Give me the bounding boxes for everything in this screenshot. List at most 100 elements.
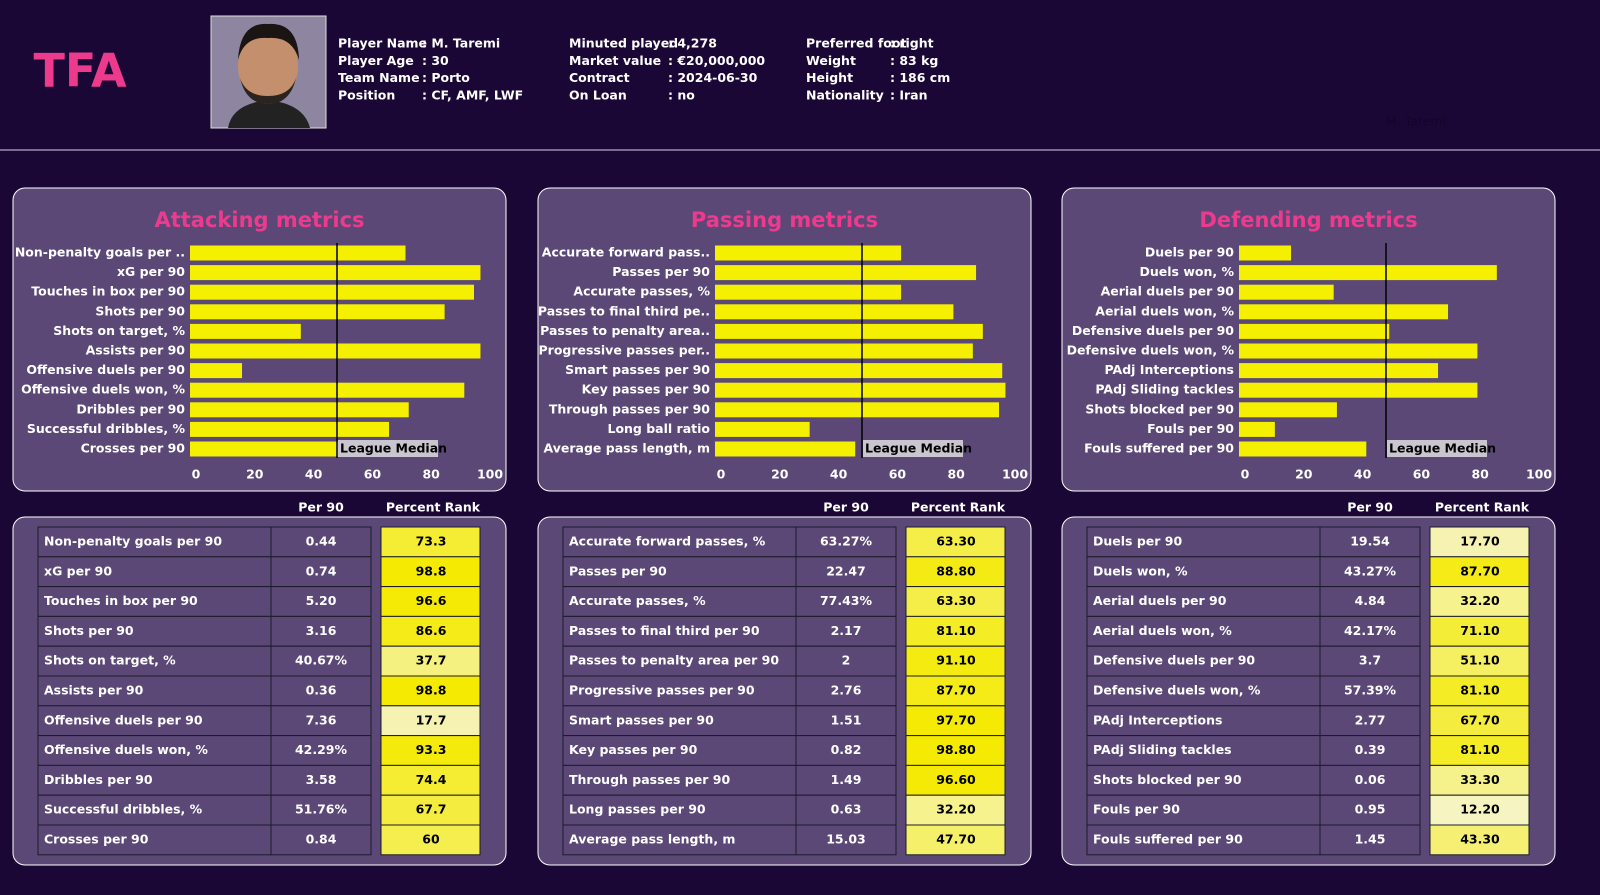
info-value: : 83 kg xyxy=(890,53,938,68)
median-label-box xyxy=(1387,440,1487,457)
info-label: Minuted played xyxy=(569,36,678,51)
value-cell xyxy=(795,675,897,707)
percent-rank: 98.8 xyxy=(416,683,447,698)
value-cell xyxy=(795,824,897,856)
metric-name: Offensive duels per 90 xyxy=(44,712,203,727)
metric-name: PAdj Interceptions xyxy=(1093,712,1222,727)
info-label: Player Age xyxy=(338,53,414,68)
percent-rank: 71.10 xyxy=(1460,623,1500,638)
rank-cell xyxy=(905,735,1006,766)
metric-name: Smart passes per 90 xyxy=(569,712,714,727)
rank-cell xyxy=(380,615,481,647)
median-label: League Median xyxy=(340,441,447,456)
metric-name: Shots blocked per 90 xyxy=(1093,772,1242,787)
rank-cell xyxy=(380,764,481,796)
bar xyxy=(190,402,409,418)
column-header: Percent Rank xyxy=(386,500,481,515)
category-label: Assists per 90 xyxy=(86,343,186,358)
percent-rank: 97.70 xyxy=(936,712,976,727)
per90-value: 57.39% xyxy=(1344,683,1397,698)
percent-rank: 60 xyxy=(422,832,440,847)
metric-name: Aerial duels per 90 xyxy=(1093,593,1227,608)
percent-rank: 93.3 xyxy=(416,742,447,757)
metric-name: Passes to final third per 90 xyxy=(569,623,760,638)
rank-cell xyxy=(905,586,1006,617)
photo-face xyxy=(238,28,298,104)
percent-rank: 87.70 xyxy=(1460,563,1500,578)
bar xyxy=(715,363,1003,379)
category-label: Progressive passes per.. xyxy=(539,343,710,358)
bar xyxy=(1239,245,1292,261)
name-cell xyxy=(37,526,272,558)
rank-cell xyxy=(380,735,481,766)
x-tick-label: 20 xyxy=(246,467,264,482)
per90-value: 0.82 xyxy=(831,742,862,757)
value-cell xyxy=(795,735,897,766)
percent-rank: 91.10 xyxy=(936,653,976,668)
name-cell xyxy=(562,735,797,766)
name-cell xyxy=(562,586,797,617)
category-label: Smart passes per 90 xyxy=(565,362,710,377)
percent-rank: 12.20 xyxy=(1460,802,1500,817)
x-tick-label: 100 xyxy=(1526,467,1552,482)
median-label-box xyxy=(863,440,963,457)
name-cell xyxy=(37,615,272,647)
category-label: Through passes per 90 xyxy=(549,401,710,416)
x-tick-label: 60 xyxy=(889,467,907,482)
category-label: Shots per 90 xyxy=(95,303,185,318)
per90-value: 3.16 xyxy=(306,623,337,638)
x-tick-label: 40 xyxy=(830,467,848,482)
per90-value: 1.45 xyxy=(1355,832,1386,847)
bar xyxy=(715,304,954,320)
category-label: Long ball ratio xyxy=(607,421,710,436)
bar xyxy=(190,441,367,457)
x-tick-label: 20 xyxy=(771,467,789,482)
bar xyxy=(1239,421,1275,437)
name-cell xyxy=(37,735,272,766)
per90-value: 77.43% xyxy=(820,593,873,608)
column-header: Percent Rank xyxy=(911,500,1006,515)
x-tick-label: 0 xyxy=(192,467,201,482)
value-cell xyxy=(1319,824,1421,856)
metric-name: Through passes per 90 xyxy=(569,772,730,787)
value-cell xyxy=(795,764,897,796)
name-cell xyxy=(562,526,797,558)
value-cell xyxy=(795,645,897,677)
value-cell xyxy=(270,675,372,707)
bar xyxy=(715,265,977,281)
per90-value: 5.20 xyxy=(306,593,337,608)
x-tick-label: 60 xyxy=(364,467,382,482)
value-cell xyxy=(1319,615,1421,647)
per90-value: 7.36 xyxy=(306,712,337,727)
photo-beard xyxy=(240,78,296,104)
info-label: Position xyxy=(338,87,395,102)
percent-rank: 43.30 xyxy=(1460,832,1500,847)
rank-cell xyxy=(905,705,1006,737)
metric-name: Offensive duels won, % xyxy=(44,742,208,757)
photo-hair xyxy=(238,23,299,60)
per90-value: 2 xyxy=(842,653,851,668)
per90-value: 40.67% xyxy=(295,653,348,668)
bar xyxy=(1239,402,1337,418)
percent-rank: 63.30 xyxy=(936,593,976,608)
percent-rank: 47.70 xyxy=(936,832,976,847)
category-label: Accurate passes, % xyxy=(573,284,710,299)
category-label: Aerial duels won, % xyxy=(1095,303,1234,318)
bar xyxy=(190,284,475,300)
name-cell xyxy=(37,824,272,856)
metric-name: Non-penalty goals per 90 xyxy=(44,534,222,549)
median-label: League Median xyxy=(865,441,972,456)
metric-name: Accurate passes, % xyxy=(569,593,706,608)
metric-name: Assists per 90 xyxy=(44,683,144,698)
bar xyxy=(1239,304,1449,320)
x-tick-label: 40 xyxy=(305,467,323,482)
column-header: Per 90 xyxy=(298,500,344,515)
bar xyxy=(190,265,481,281)
per90-value: 0.74 xyxy=(306,563,337,578)
per90-value: 1.51 xyxy=(831,712,862,727)
metric-name: Dribbles per 90 xyxy=(44,772,153,787)
per90-value: 2.17 xyxy=(831,623,862,638)
info-value: : 30 xyxy=(422,53,449,68)
value-cell xyxy=(795,526,897,558)
name-cell xyxy=(37,705,272,737)
